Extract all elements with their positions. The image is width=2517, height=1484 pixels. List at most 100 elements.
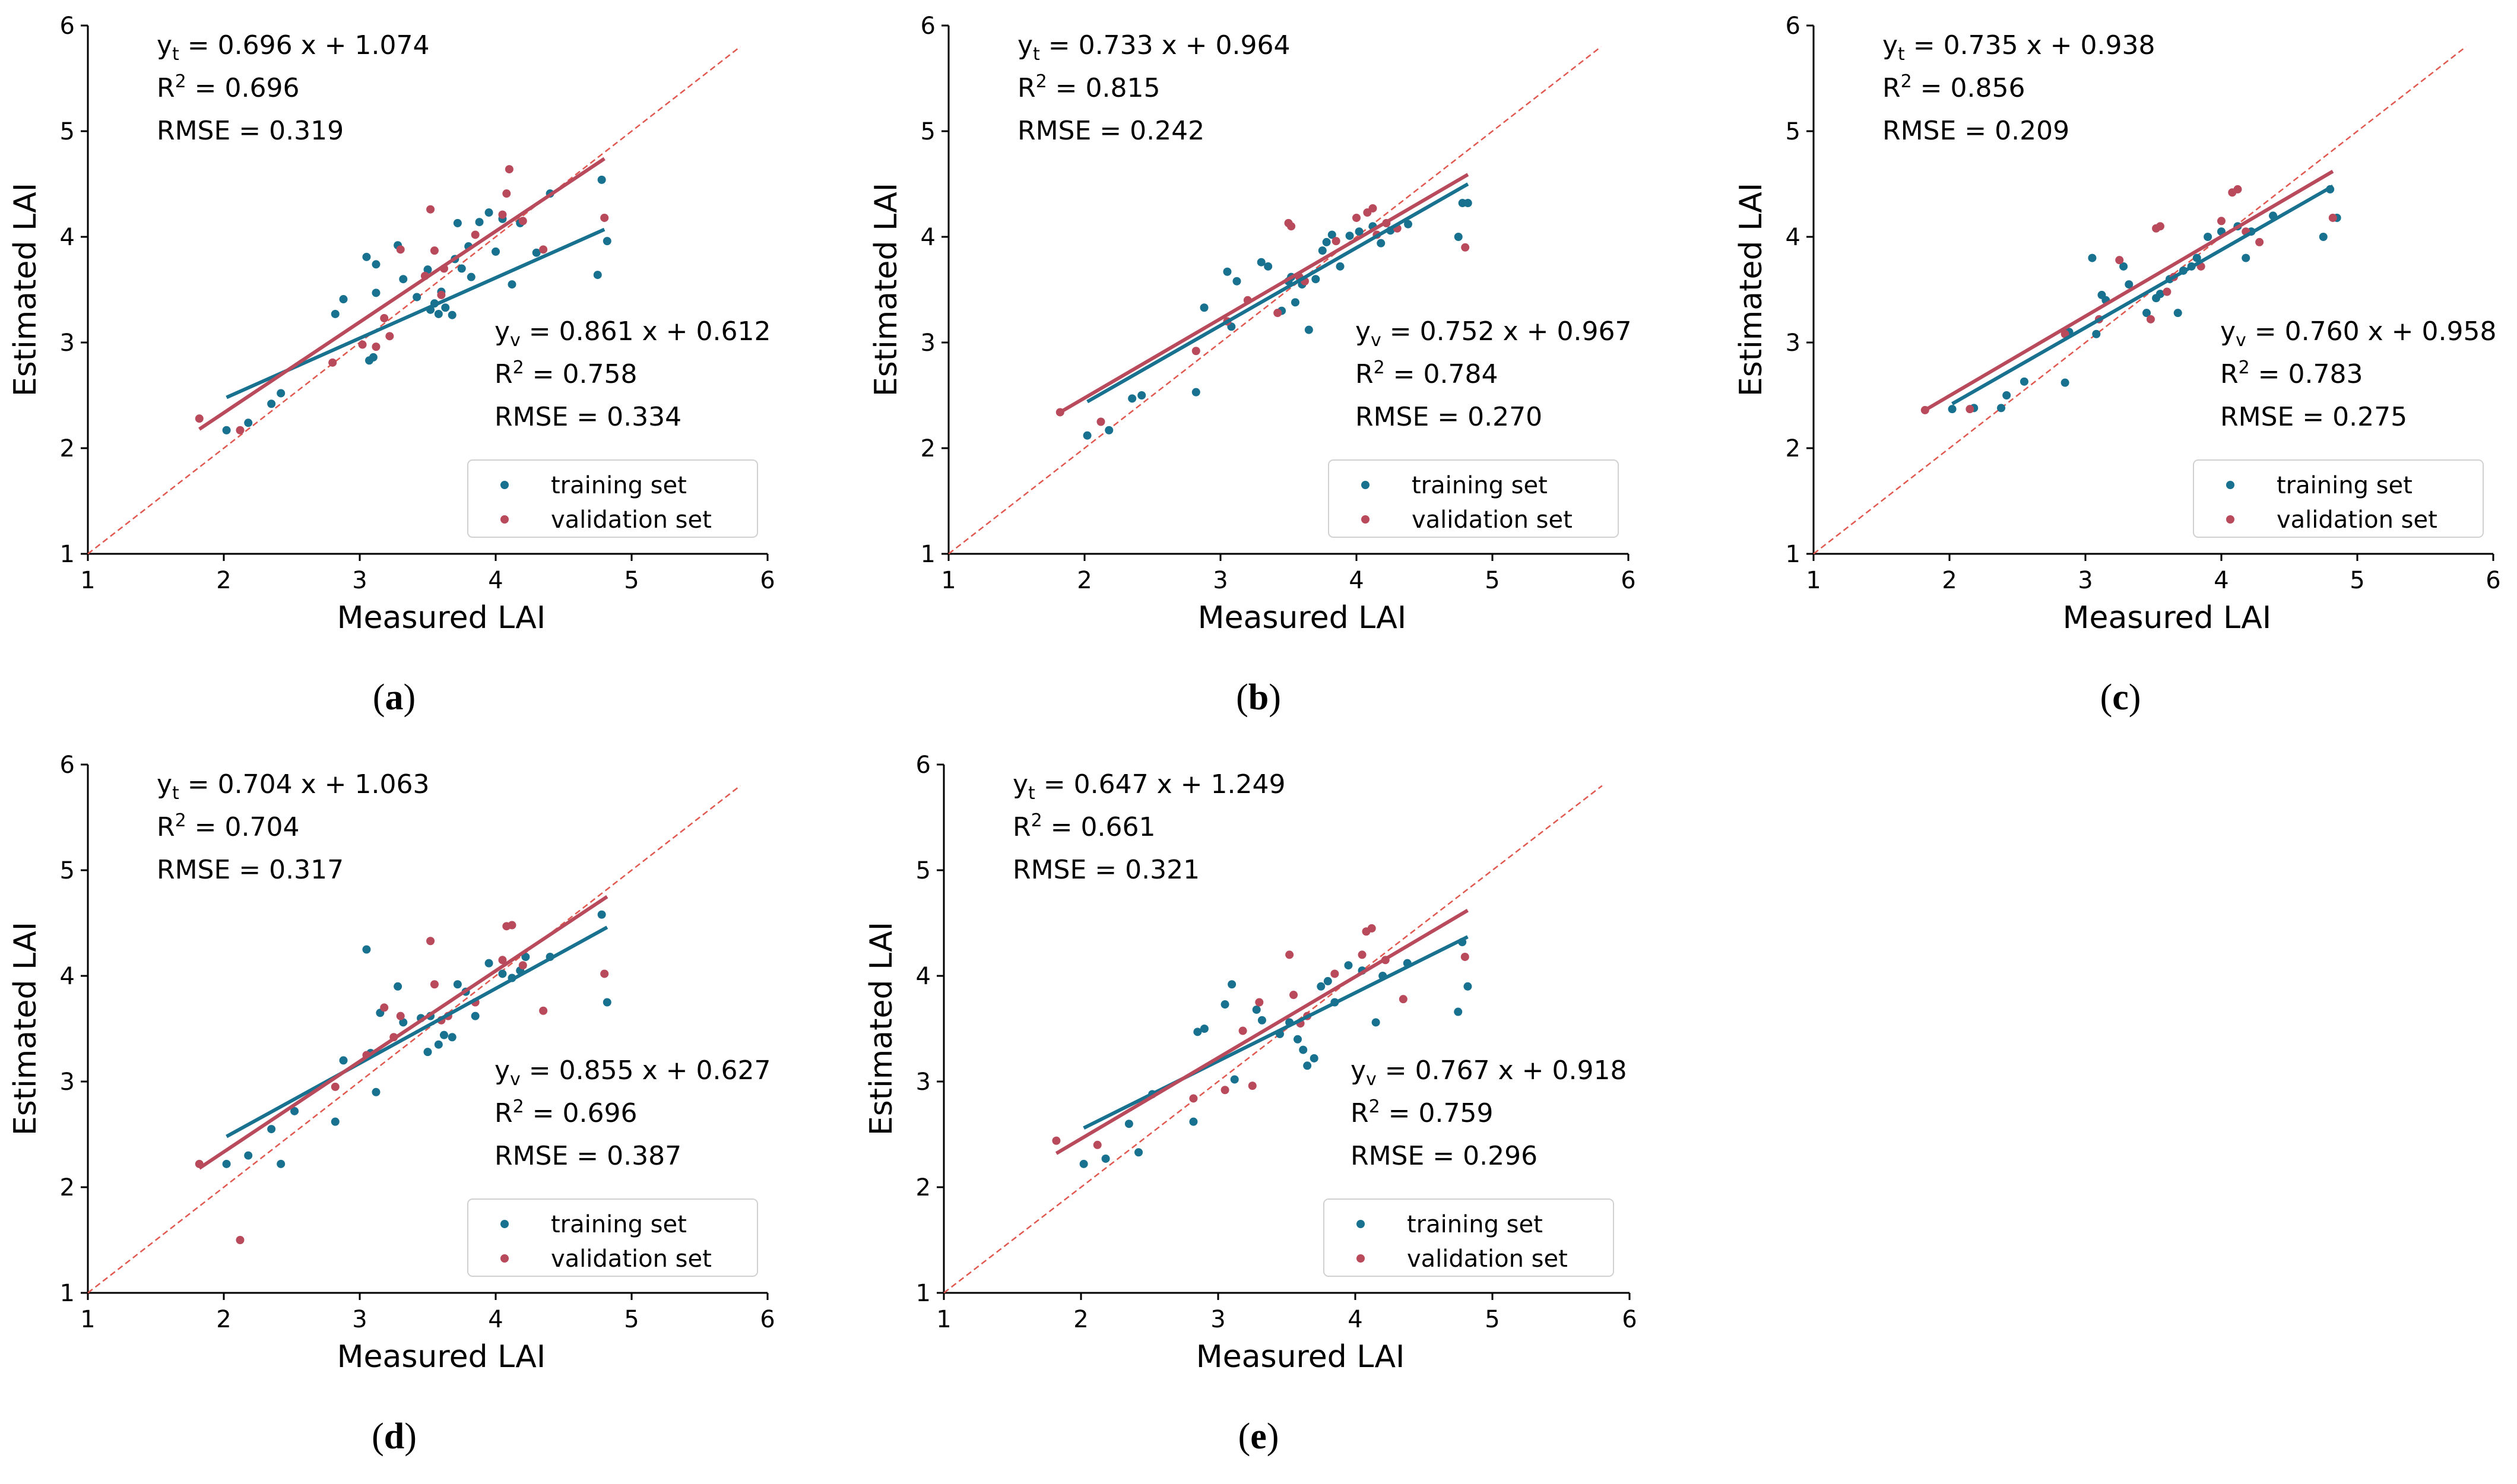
x-tick-label: 4 [488, 1306, 503, 1333]
validation-point [1285, 950, 1294, 959]
validation-point [236, 1236, 245, 1244]
identity-line [948, 46, 1602, 554]
y-axis-label: Estimated LAI [864, 922, 899, 1136]
training-point [267, 1125, 276, 1134]
y-tick-label: 5 [60, 118, 75, 145]
panel-d: 1 2 3 4 5 6 1 2 3 4 5 6 Measured LAI Estimated LAI yt … [8, 751, 775, 1457]
legend-training-marker [2226, 481, 2234, 489]
y-tick-label: 3 [60, 1068, 75, 1096]
training-point [453, 980, 462, 989]
training-point [1291, 298, 1299, 307]
y-tick-label: 6 [60, 751, 75, 779]
training-point [1200, 303, 1209, 312]
validation-point [1966, 405, 1974, 414]
y-tick-label: 3 [921, 329, 936, 357]
training-point [244, 418, 253, 427]
validation-point [502, 189, 511, 198]
x-axis-label: Measured LAI [1196, 1339, 1405, 1375]
training-point [1948, 405, 1957, 414]
validation-point [1330, 969, 1339, 978]
identity-line [87, 46, 741, 554]
training-point [1193, 1028, 1202, 1036]
training-fit-line [1086, 182, 1469, 404]
validation-equation: yv = 0.752 x + 0.967 [1355, 316, 1631, 351]
training-point [339, 1056, 348, 1065]
training-point [372, 288, 381, 297]
training-point [1345, 232, 1354, 240]
validation-point [1332, 237, 1340, 246]
training-fit-line [226, 925, 608, 1139]
validation-r2: R2 = 0.758 [494, 357, 637, 389]
validation-point [1460, 952, 1469, 961]
validation-point [518, 961, 527, 970]
training-point [423, 1048, 432, 1057]
training-point [372, 1087, 381, 1096]
x-tick-label: 4 [1349, 567, 1364, 594]
x-tick-label: 4 [1348, 1306, 1362, 1333]
legend-validation-label: validation set [551, 506, 712, 534]
training-point [1323, 976, 1332, 985]
validation-point [430, 980, 439, 989]
y-axis-label: Estimated LAI [8, 183, 43, 397]
y-tick-label: 5 [916, 857, 931, 884]
training-rmse: RMSE = 0.242 [1017, 116, 1204, 146]
legend-validation-label: validation set [2277, 506, 2437, 534]
legend-validation-marker [500, 1254, 509, 1263]
validation-point [518, 217, 527, 226]
legend-box [1323, 1198, 1614, 1277]
training-point [1322, 237, 1331, 246]
training-point [1336, 262, 1345, 271]
training-point [521, 952, 530, 961]
x-tick-label: 4 [488, 567, 503, 594]
y-axis-label: Estimated LAI [868, 183, 904, 397]
y-tick-label: 5 [921, 118, 936, 145]
training-point [1454, 1007, 1463, 1016]
training-point [1377, 239, 1386, 248]
validation-point [358, 340, 367, 349]
y-tick-label: 3 [60, 329, 75, 357]
training-point [372, 260, 381, 269]
y-tick-label: 1 [60, 541, 75, 568]
training-point [1232, 277, 1241, 286]
validation-point [471, 230, 480, 239]
training-point [399, 275, 408, 284]
validation-point [437, 290, 446, 299]
training-point [1318, 246, 1327, 255]
validation-point [380, 314, 389, 323]
training-point [290, 1106, 299, 1115]
training-point [1463, 199, 1472, 208]
training-fit-line [1951, 184, 2334, 405]
training-point [1311, 275, 1320, 284]
training-point [1344, 961, 1353, 970]
training-point [1310, 1054, 1318, 1063]
y-tick-label: 2 [60, 1174, 75, 1201]
training-equation: yt = 0.733 x + 0.964 [1017, 30, 1290, 65]
training-r2: R2 = 0.704 [157, 810, 299, 842]
x-tick-label: 5 [2350, 567, 2364, 594]
training-point [1997, 404, 2006, 413]
training-equation: yt = 0.704 x + 1.063 [157, 769, 429, 804]
training-point [2204, 233, 2212, 241]
training-point [467, 272, 475, 281]
validation-point [2146, 315, 2155, 324]
training-point [1355, 227, 1364, 236]
validation-point [396, 245, 405, 254]
legend-box [467, 459, 758, 538]
validation-point [2163, 287, 2172, 296]
legend-validation-marker [500, 515, 509, 524]
validation-point [1287, 222, 1296, 231]
training-point [399, 1018, 408, 1027]
validation-point [539, 245, 548, 254]
y-tick-label: 2 [1786, 435, 1800, 462]
training-point [1101, 1154, 1110, 1163]
training-point [362, 945, 371, 954]
training-point [448, 310, 457, 319]
training-point [267, 399, 276, 408]
training-point [2119, 262, 2128, 271]
validation-point [328, 358, 337, 367]
training-point [2155, 290, 2164, 299]
validation-point [2115, 256, 2124, 265]
training-point [597, 175, 606, 184]
validation-point [195, 414, 204, 423]
training-point [597, 910, 606, 919]
